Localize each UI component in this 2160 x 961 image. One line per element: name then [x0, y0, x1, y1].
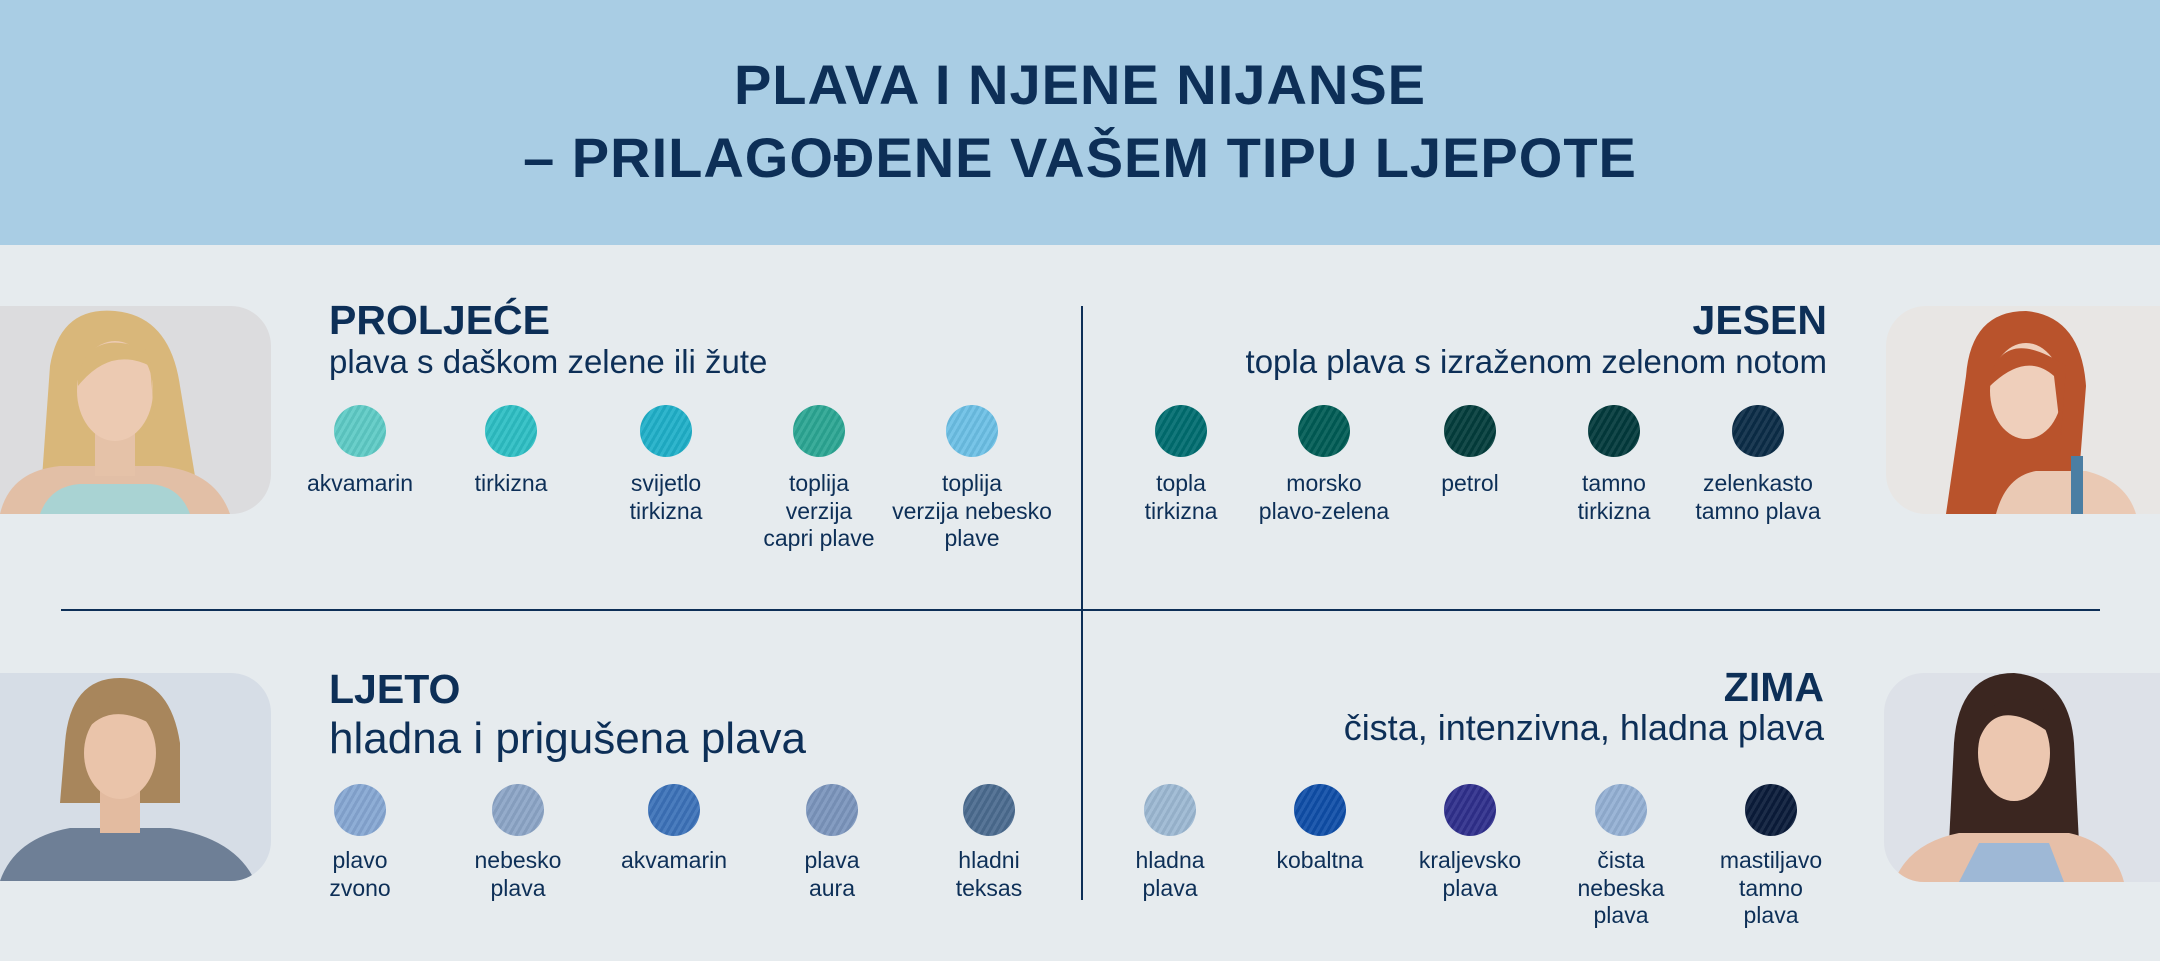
title: – PRILAGOĐENE VAŠEM TIPU LJEPOTE	[523, 126, 1637, 189]
swatch-label: petrol	[1441, 470, 1499, 496]
color-swatch	[334, 405, 386, 457]
swatch-label: plavo zvono	[329, 847, 391, 901]
section-subtitle: čista, intenzivna, hladna plava	[1343, 707, 1824, 748]
swatch-label: nebesko plava	[474, 847, 562, 901]
portrait-photo	[0, 306, 271, 514]
portrait-photo	[1884, 673, 2160, 882]
swatch-label: tirkizna	[474, 470, 548, 496]
title: PLAVA I NJENE NIJANSE	[733, 53, 1427, 116]
color-swatch	[1444, 784, 1496, 836]
section-subtitle: hladna i prigušena plava	[329, 714, 807, 763]
swatch-label: zelenkasto tamno plava	[1695, 470, 1821, 524]
color-swatch	[485, 405, 537, 457]
header: PLAVA I NJENE NIJANSE – PRILAGOĐENE VAŠE…	[0, 0, 2160, 245]
swatch-label: mastiljavo tamno plava	[1719, 847, 1823, 928]
swatch-label: toplija verzija capri plave	[763, 470, 875, 551]
swatch-label: hladna plava	[1135, 847, 1205, 901]
portrait-photo	[0, 673, 271, 881]
swatch-label: toplija verzija nebesko plave	[892, 470, 1052, 551]
swatch-label: tamno tirkizna	[1577, 470, 1651, 524]
swatch-label: topla tirkizna	[1144, 470, 1218, 524]
swatch-label: kraljevsko plava	[1418, 847, 1522, 901]
color-swatch	[806, 784, 858, 836]
color-swatch	[946, 405, 998, 457]
color-swatch	[963, 784, 1015, 836]
swatch-label: hladni teksas	[955, 847, 1023, 901]
color-swatch	[1732, 405, 1784, 457]
color-swatch	[793, 405, 845, 457]
swatch-label: kobaltna	[1276, 847, 1364, 873]
color-swatch	[1745, 784, 1797, 836]
section-subtitle: topla plava s izraženom zelenom notom	[1245, 343, 1827, 380]
color-swatch	[1298, 405, 1350, 457]
color-swatch	[1155, 405, 1207, 457]
color-swatch	[1588, 405, 1640, 457]
section-title: JESEN	[1692, 297, 1827, 343]
vertical-divider	[1081, 306, 1083, 900]
swatch-label: čista nebeska plava	[1577, 847, 1665, 928]
swatch-label: akvamarin	[620, 847, 728, 873]
color-swatch	[1444, 405, 1496, 457]
section-title: LJETO	[329, 666, 461, 712]
color-swatch	[640, 405, 692, 457]
color-swatch	[492, 784, 544, 836]
section-subtitle: plava s daškom zelene ili žute	[329, 343, 768, 380]
swatch-label: plava aura	[804, 847, 860, 901]
section-title: PROLJEĆE	[329, 297, 550, 343]
swatch-label: morsko plavo-zelena	[1258, 470, 1390, 524]
horizontal-divider	[61, 609, 2100, 611]
color-swatch	[648, 784, 700, 836]
section-title: ZIMA	[1723, 664, 1824, 710]
color-swatch	[334, 784, 386, 836]
color-swatch	[1595, 784, 1647, 836]
swatch-label: akvamarin	[306, 470, 414, 496]
color-swatch	[1144, 784, 1196, 836]
portrait-photo	[1886, 306, 2160, 514]
color-swatch	[1294, 784, 1346, 836]
swatch-label: svijetlo tirkizna	[629, 470, 703, 524]
